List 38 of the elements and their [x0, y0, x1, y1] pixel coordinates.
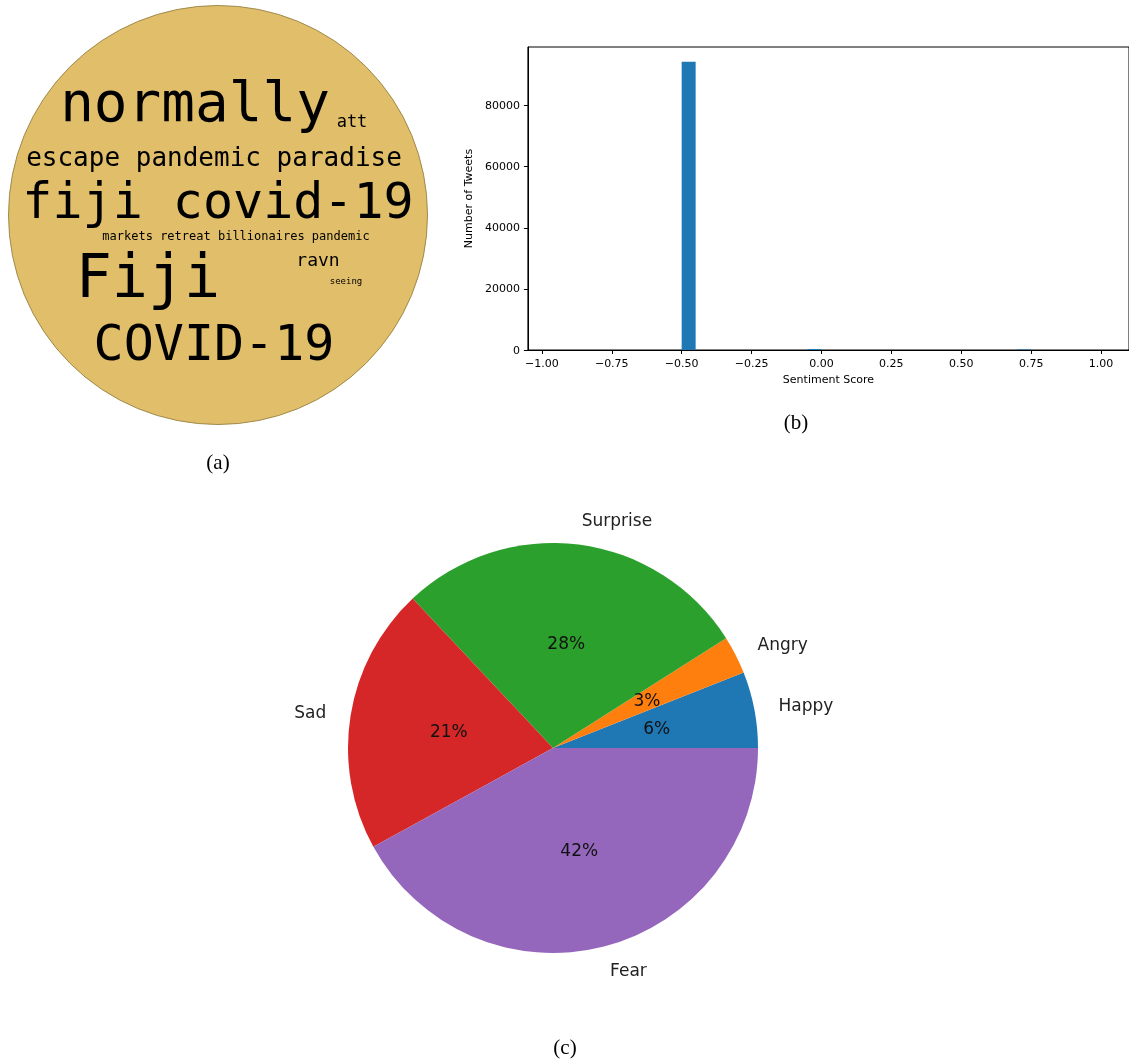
text: seeing: [329, 275, 363, 286]
x-axis-title: Sentiment Score: [782, 372, 875, 386]
text: (b): [783, 409, 809, 435]
text: (c): [553, 1034, 577, 1060]
slice-label: Angry: [757, 633, 808, 654]
text: fiji covid-19: [22, 172, 414, 230]
data-label: 21%: [429, 721, 468, 742]
slice-label: Fear: [610, 960, 647, 981]
text: escape pandemic paradise: [26, 142, 402, 172]
x-tick-label: −0.75: [594, 357, 629, 370]
y-tick-label: 20000: [484, 282, 520, 296]
text: Fiji: [75, 241, 221, 311]
data-label: 3%: [633, 690, 661, 711]
data-label: 6%: [643, 718, 671, 739]
text: markets retreat billionaires pandemic: [102, 229, 370, 243]
x-tick-label: −0.50: [664, 357, 699, 370]
text: COVID-19: [93, 314, 335, 372]
y-axis-title: Number of Tweets: [462, 148, 475, 249]
y-tick-label: 80000: [484, 99, 520, 113]
data-label: 42%: [560, 840, 599, 861]
x-tick-label: 0.00: [809, 357, 834, 370]
slice-label: Happy: [778, 694, 834, 715]
text: normally: [60, 69, 330, 134]
text: att: [336, 110, 368, 131]
y-tick-label: 0: [512, 343, 520, 357]
x-tick-label: 1.00: [1088, 357, 1114, 370]
x-tick-label: 0.75: [1018, 357, 1044, 370]
slice-label: Surprise: [581, 510, 653, 531]
slice-label: Sad: [294, 702, 327, 723]
x-tick-label: −0.25: [734, 357, 769, 370]
x-tick-label: −1.00: [525, 357, 559, 370]
text: ravn: [296, 249, 340, 270]
x-tick-label: 0.25: [879, 357, 904, 370]
y-tick-label: 60000: [484, 160, 520, 174]
x-tick-label: 0.50: [949, 357, 974, 370]
text: (a): [206, 449, 230, 475]
y-tick-label: 40000: [484, 221, 520, 235]
data-label: 28%: [547, 633, 586, 654]
